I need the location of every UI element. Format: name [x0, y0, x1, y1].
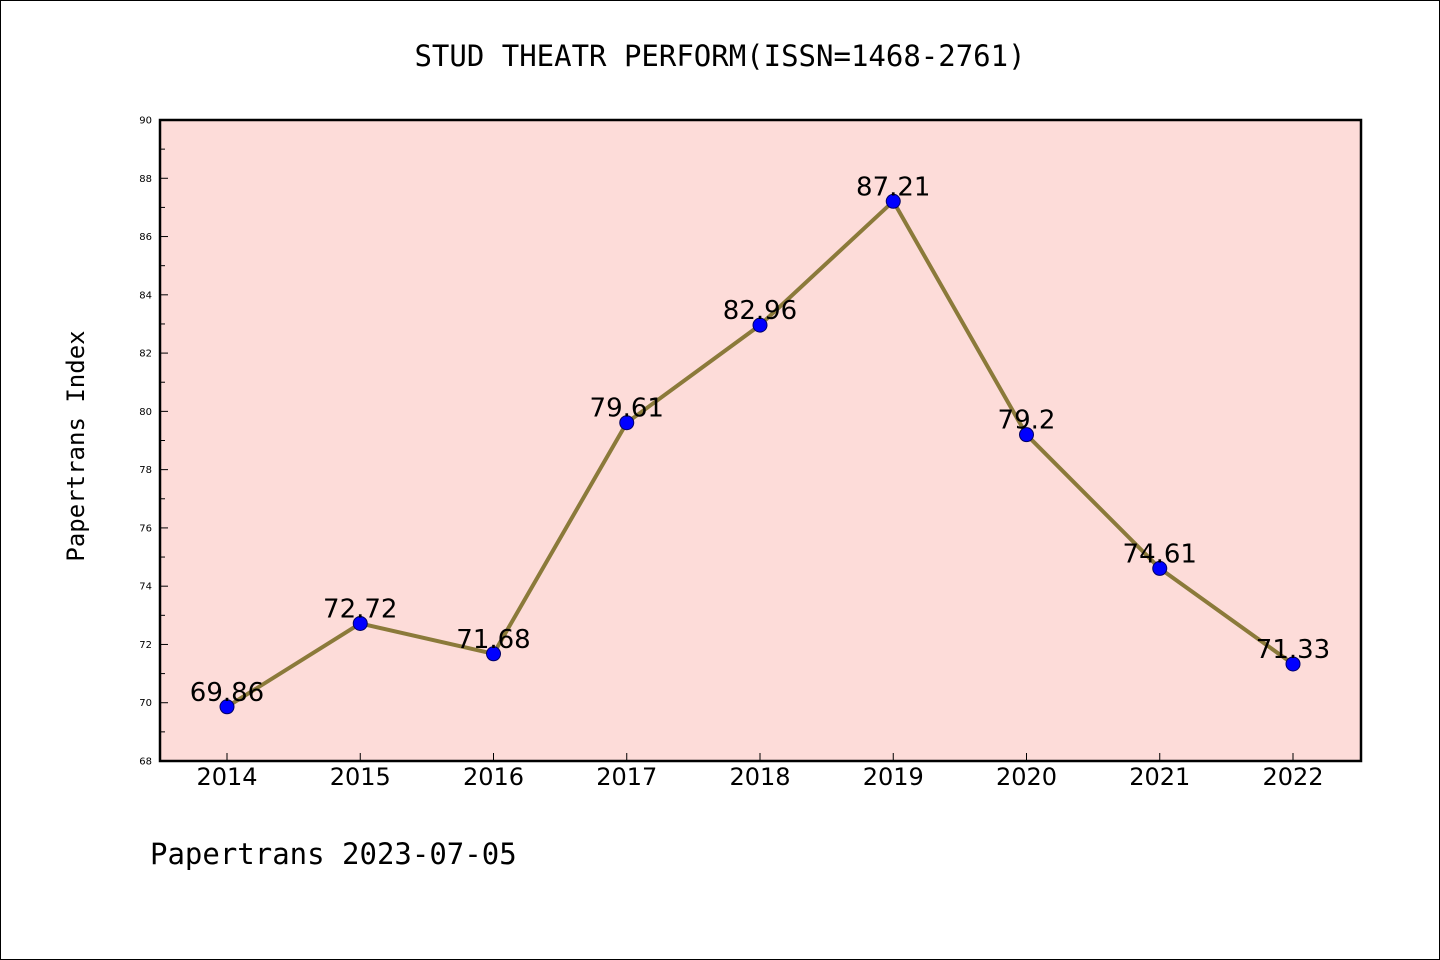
x-tick-label: 2014 [196, 763, 257, 791]
y-tick-label: 74 [139, 582, 152, 593]
x-axis-ticks: 2014 2015 2016 2017 2018 2019 2020 2021 2022 [196, 753, 1324, 791]
data-point [885, 193, 901, 209]
data-point [619, 415, 635, 431]
y-tick-label: 80 [139, 407, 152, 418]
x-tick-label: 2022 [1262, 763, 1323, 791]
y-tick-label: 90 [139, 116, 152, 127]
data-point [486, 646, 501, 662]
data-label: 69.86 [190, 678, 264, 708]
data-label: 82.96 [723, 296, 797, 326]
data-point [1152, 560, 1168, 576]
data-label: 72.72 [323, 594, 397, 624]
y-tick-label: 82 [139, 349, 152, 360]
x-tick-label: 2016 [463, 763, 524, 791]
x-tick-label: 2015 [330, 763, 391, 791]
data-point [1019, 427, 1034, 443]
y-tick-label: 88 [139, 174, 152, 185]
data-labels: 69.86 72.72 71.68 79.61 82.96 87.21 79.2 74.61 7… [190, 172, 1330, 708]
x-tick-label: 2017 [596, 763, 657, 791]
y-tick-label: 68 [139, 757, 152, 768]
x-tick-label: 2020 [996, 763, 1057, 791]
y-tick-label: 86 [139, 232, 152, 243]
data-point [752, 317, 768, 333]
data-point [219, 699, 235, 715]
footer-credit: Papertrans 2023-07-05 [150, 837, 517, 871]
y-tick-label: 84 [139, 290, 152, 301]
data-point [352, 615, 368, 631]
data-label: 87.21 [856, 172, 930, 202]
data-label: 71.33 [1256, 635, 1330, 665]
plot-border [158, 118, 1363, 763]
y-tick-label: 72 [139, 640, 152, 651]
x-tick-label: 2019 [863, 763, 924, 791]
data-label: 79.2 [998, 406, 1056, 436]
chart-title: STUD THEATR PERFORM(ISSN=1468-2761) [414, 39, 1025, 73]
plot-area [160, 120, 1361, 761]
y-axis-label: Papertrans Index [62, 330, 90, 561]
y-tick-label: 78 [139, 465, 152, 476]
data-label: 79.61 [590, 394, 664, 424]
data-label: 74.61 [1123, 539, 1197, 569]
data-label: 71.68 [456, 625, 530, 655]
y-tick-label: 70 [139, 698, 152, 709]
y-tick-label: 76 [139, 523, 152, 534]
x-tick-label: 2021 [1129, 763, 1190, 791]
series-index [219, 193, 1301, 715]
data-point [1285, 656, 1301, 672]
x-tick-label: 2018 [729, 763, 790, 791]
